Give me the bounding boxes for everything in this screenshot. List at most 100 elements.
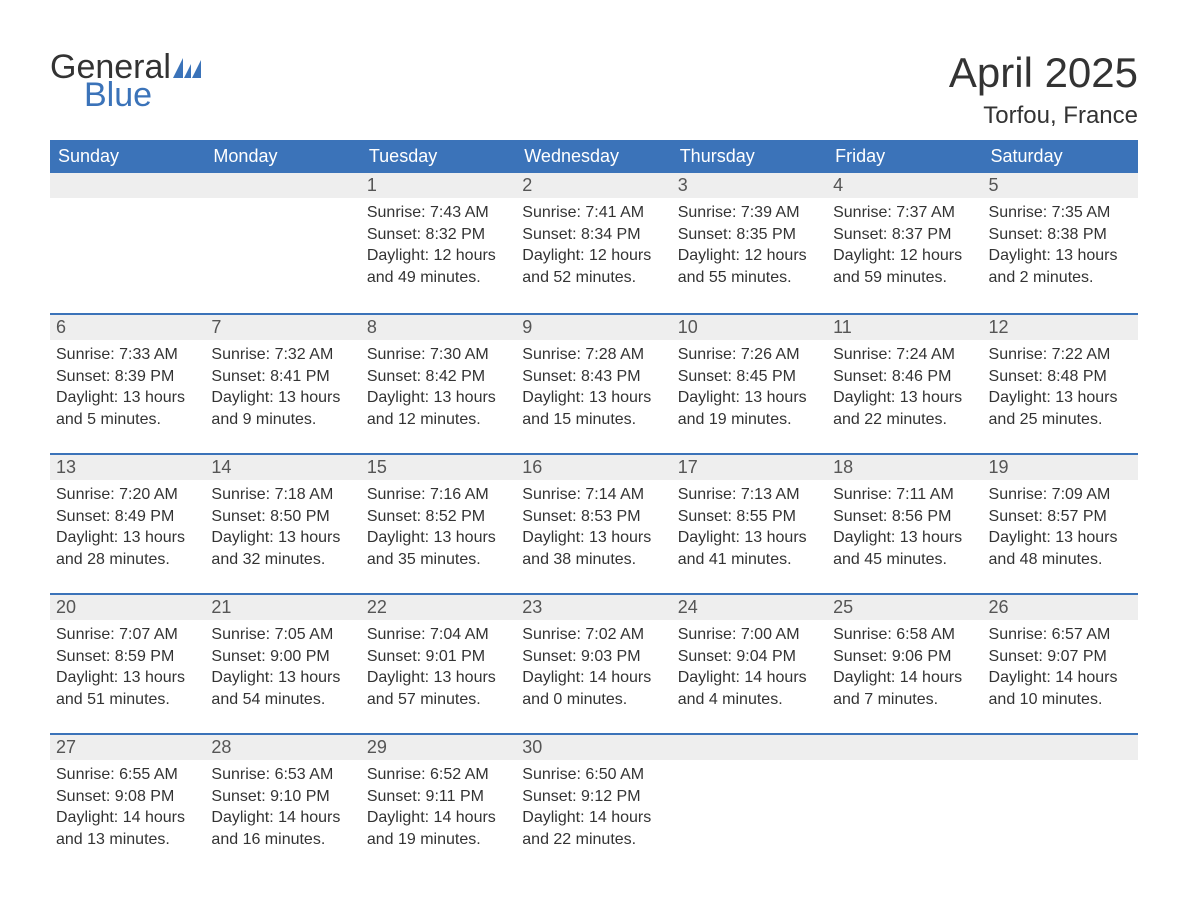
sunset-line: Sunset: 8:49 PM — [56, 506, 199, 528]
daylight-line: Daylight: 12 hours and 59 minutes. — [833, 245, 976, 288]
calendar-week-row: 6Sunrise: 7:33 AMSunset: 8:39 PMDaylight… — [50, 313, 1138, 453]
sunrise-line: Sunrise: 7:35 AM — [989, 202, 1132, 224]
sunrise-line: Sunrise: 7:04 AM — [367, 624, 510, 646]
calendar-day-cell: 21Sunrise: 7:05 AMSunset: 9:00 PMDayligh… — [205, 593, 360, 733]
calendar-day-cell: 9Sunrise: 7:28 AMSunset: 8:43 PMDaylight… — [516, 313, 671, 453]
sunset-line: Sunset: 8:56 PM — [833, 506, 976, 528]
daylight-line: Daylight: 13 hours and 28 minutes. — [56, 527, 199, 570]
logo-flag-icon — [173, 58, 201, 78]
sunrise-line: Sunrise: 7:22 AM — [989, 344, 1132, 366]
calendar-day-cell: 7Sunrise: 7:32 AMSunset: 8:41 PMDaylight… — [205, 313, 360, 453]
day-body: Sunrise: 7:22 AMSunset: 8:48 PMDaylight:… — [983, 340, 1138, 434]
daylight-line: Daylight: 13 hours and 9 minutes. — [211, 387, 354, 430]
day-body: Sunrise: 7:02 AMSunset: 9:03 PMDaylight:… — [516, 620, 671, 714]
sunrise-line: Sunrise: 7:43 AM — [367, 202, 510, 224]
sunset-line: Sunset: 9:10 PM — [211, 786, 354, 808]
sunset-line: Sunset: 9:12 PM — [522, 786, 665, 808]
sunrise-line: Sunrise: 7:39 AM — [678, 202, 821, 224]
day-number-bar — [672, 733, 827, 760]
sunrise-line: Sunrise: 7:26 AM — [678, 344, 821, 366]
sunset-line: Sunset: 8:42 PM — [367, 366, 510, 388]
calendar-day-cell — [50, 173, 205, 313]
day-number-bar: 16 — [516, 453, 671, 480]
calendar-day-cell: 28Sunrise: 6:53 AMSunset: 9:10 PMDayligh… — [205, 733, 360, 873]
sunrise-line: Sunrise: 7:30 AM — [367, 344, 510, 366]
day-body: Sunrise: 7:41 AMSunset: 8:34 PMDaylight:… — [516, 198, 671, 292]
day-body — [827, 760, 982, 768]
sunrise-line: Sunrise: 7:41 AM — [522, 202, 665, 224]
day-number-bar: 19 — [983, 453, 1138, 480]
day-body: Sunrise: 7:14 AMSunset: 8:53 PMDaylight:… — [516, 480, 671, 574]
calendar-day-cell: 20Sunrise: 7:07 AMSunset: 8:59 PMDayligh… — [50, 593, 205, 733]
weekday-header: Saturday — [983, 140, 1138, 173]
day-body: Sunrise: 7:05 AMSunset: 9:00 PMDaylight:… — [205, 620, 360, 714]
daylight-line: Daylight: 14 hours and 7 minutes. — [833, 667, 976, 710]
day-body: Sunrise: 7:33 AMSunset: 8:39 PMDaylight:… — [50, 340, 205, 434]
calendar-day-cell: 5Sunrise: 7:35 AMSunset: 8:38 PMDaylight… — [983, 173, 1138, 313]
sunrise-line: Sunrise: 7:16 AM — [367, 484, 510, 506]
day-body: Sunrise: 7:26 AMSunset: 8:45 PMDaylight:… — [672, 340, 827, 434]
day-body: Sunrise: 7:13 AMSunset: 8:55 PMDaylight:… — [672, 480, 827, 574]
calendar-day-cell: 12Sunrise: 7:22 AMSunset: 8:48 PMDayligh… — [983, 313, 1138, 453]
page-header: General Blue April 2025 Torfou, France — [50, 50, 1138, 130]
calendar-day-cell: 10Sunrise: 7:26 AMSunset: 8:45 PMDayligh… — [672, 313, 827, 453]
day-body: Sunrise: 7:43 AMSunset: 8:32 PMDaylight:… — [361, 198, 516, 292]
day-body: Sunrise: 6:58 AMSunset: 9:06 PMDaylight:… — [827, 620, 982, 714]
calendar-day-cell: 1Sunrise: 7:43 AMSunset: 8:32 PMDaylight… — [361, 173, 516, 313]
sunrise-line: Sunrise: 7:20 AM — [56, 484, 199, 506]
day-body: Sunrise: 7:04 AMSunset: 9:01 PMDaylight:… — [361, 620, 516, 714]
daylight-line: Daylight: 14 hours and 10 minutes. — [989, 667, 1132, 710]
calendar-week-row: 27Sunrise: 6:55 AMSunset: 9:08 PMDayligh… — [50, 733, 1138, 873]
sunset-line: Sunset: 9:08 PM — [56, 786, 199, 808]
calendar-day-cell: 17Sunrise: 7:13 AMSunset: 8:55 PMDayligh… — [672, 453, 827, 593]
day-number-bar: 22 — [361, 593, 516, 620]
day-number-bar: 1 — [361, 173, 516, 198]
sunset-line: Sunset: 8:46 PM — [833, 366, 976, 388]
sunrise-line: Sunrise: 6:58 AM — [833, 624, 976, 646]
day-number-bar: 3 — [672, 173, 827, 198]
day-number-bar: 29 — [361, 733, 516, 760]
day-number-bar: 15 — [361, 453, 516, 480]
sunrise-line: Sunrise: 7:24 AM — [833, 344, 976, 366]
sunset-line: Sunset: 8:43 PM — [522, 366, 665, 388]
title-block: April 2025 Torfou, France — [949, 50, 1138, 130]
day-body: Sunrise: 6:57 AMSunset: 9:07 PMDaylight:… — [983, 620, 1138, 714]
day-number-bar: 10 — [672, 313, 827, 340]
calendar-day-cell: 29Sunrise: 6:52 AMSunset: 9:11 PMDayligh… — [361, 733, 516, 873]
sunset-line: Sunset: 8:52 PM — [367, 506, 510, 528]
sunrise-line: Sunrise: 7:07 AM — [56, 624, 199, 646]
day-body: Sunrise: 7:07 AMSunset: 8:59 PMDaylight:… — [50, 620, 205, 714]
sunrise-line: Sunrise: 6:53 AM — [211, 764, 354, 786]
sunset-line: Sunset: 9:07 PM — [989, 646, 1132, 668]
day-number-bar: 20 — [50, 593, 205, 620]
calendar-day-cell: 8Sunrise: 7:30 AMSunset: 8:42 PMDaylight… — [361, 313, 516, 453]
day-number-bar: 26 — [983, 593, 1138, 620]
weekday-header-row: Sunday Monday Tuesday Wednesday Thursday… — [50, 140, 1138, 173]
sunrise-line: Sunrise: 7:14 AM — [522, 484, 665, 506]
sunrise-line: Sunrise: 6:52 AM — [367, 764, 510, 786]
day-body: Sunrise: 7:11 AMSunset: 8:56 PMDaylight:… — [827, 480, 982, 574]
sunset-line: Sunset: 8:41 PM — [211, 366, 354, 388]
calendar-day-cell: 30Sunrise: 6:50 AMSunset: 9:12 PMDayligh… — [516, 733, 671, 873]
calendar-day-cell: 14Sunrise: 7:18 AMSunset: 8:50 PMDayligh… — [205, 453, 360, 593]
day-body: Sunrise: 7:18 AMSunset: 8:50 PMDaylight:… — [205, 480, 360, 574]
calendar-day-cell: 19Sunrise: 7:09 AMSunset: 8:57 PMDayligh… — [983, 453, 1138, 593]
daylight-line: Daylight: 13 hours and 5 minutes. — [56, 387, 199, 430]
day-body: Sunrise: 7:09 AMSunset: 8:57 PMDaylight:… — [983, 480, 1138, 574]
calendar-day-cell: 13Sunrise: 7:20 AMSunset: 8:49 PMDayligh… — [50, 453, 205, 593]
calendar-day-cell: 18Sunrise: 7:11 AMSunset: 8:56 PMDayligh… — [827, 453, 982, 593]
day-number-bar: 7 — [205, 313, 360, 340]
calendar-day-cell: 3Sunrise: 7:39 AMSunset: 8:35 PMDaylight… — [672, 173, 827, 313]
day-number-bar — [983, 733, 1138, 760]
sunrise-line: Sunrise: 7:32 AM — [211, 344, 354, 366]
sunset-line: Sunset: 9:03 PM — [522, 646, 665, 668]
day-body: Sunrise: 7:24 AMSunset: 8:46 PMDaylight:… — [827, 340, 982, 434]
day-body — [205, 198, 360, 206]
daylight-line: Daylight: 13 hours and 57 minutes. — [367, 667, 510, 710]
sunset-line: Sunset: 9:00 PM — [211, 646, 354, 668]
sunrise-line: Sunrise: 7:13 AM — [678, 484, 821, 506]
day-body: Sunrise: 7:32 AMSunset: 8:41 PMDaylight:… — [205, 340, 360, 434]
day-number-bar: 14 — [205, 453, 360, 480]
calendar-table: Sunday Monday Tuesday Wednesday Thursday… — [50, 140, 1138, 873]
day-body: Sunrise: 7:16 AMSunset: 8:52 PMDaylight:… — [361, 480, 516, 574]
